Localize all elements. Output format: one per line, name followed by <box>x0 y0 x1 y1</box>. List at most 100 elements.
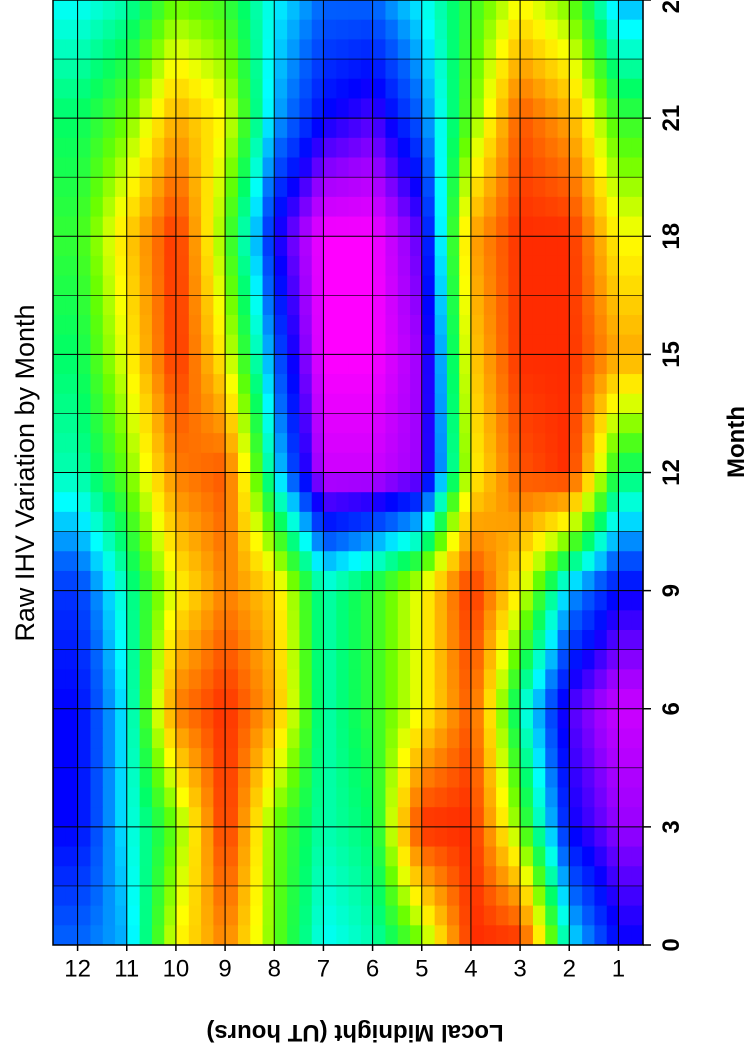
heatmap-cell <box>175 609 189 630</box>
heatmap-cell <box>114 255 128 276</box>
heatmap-cell <box>114 727 128 749</box>
heatmap-cell <box>520 156 533 178</box>
heatmap-cell <box>311 845 325 867</box>
heatmap-cell <box>335 275 349 296</box>
heatmap-cell <box>151 196 165 217</box>
heatmap-cell <box>77 452 91 473</box>
heatmap-cell <box>151 78 165 99</box>
heatmap-cell <box>237 570 251 591</box>
heatmap-cell <box>175 393 189 414</box>
heatmap-cell <box>53 609 66 630</box>
heatmap-cell <box>544 865 558 886</box>
heatmap-cell <box>593 58 607 79</box>
heatmap-cell <box>360 97 374 119</box>
heatmap-cell <box>372 885 386 906</box>
heatmap-cell <box>274 58 288 79</box>
heatmap-cell <box>630 649 644 670</box>
heatmap-cell <box>175 58 189 79</box>
heatmap-cell <box>323 511 337 532</box>
heatmap-cell <box>323 649 337 670</box>
heatmap-cell <box>286 215 300 237</box>
heatmap-cell <box>532 97 546 119</box>
heatmap-cell <box>520 432 533 453</box>
heatmap-cell <box>188 826 202 847</box>
heatmap-cell <box>532 885 546 906</box>
heatmap-cell <box>593 196 607 217</box>
heatmap-cell <box>544 314 558 335</box>
heatmap-cell <box>335 865 349 886</box>
heatmap-cell <box>520 491 533 512</box>
heatmap-cell <box>323 78 337 99</box>
heatmap-cell <box>434 235 447 256</box>
heatmap-cell <box>311 334 325 355</box>
heatmap-cell <box>581 767 595 788</box>
heatmap-cell <box>630 727 644 749</box>
heatmap-cell <box>89 38 103 60</box>
heatmap-cell <box>606 294 620 315</box>
heatmap-cell <box>175 649 189 670</box>
heatmap-cell <box>507 275 521 296</box>
heatmap-cell <box>581 924 595 945</box>
heatmap-cell <box>225 19 238 40</box>
heatmap-cell <box>151 865 165 886</box>
heatmap-cell <box>630 78 644 99</box>
heatmap-cell <box>446 688 460 709</box>
heatmap-cell <box>348 373 361 394</box>
heatmap-cell <box>298 58 312 79</box>
heatmap-cell <box>544 452 558 473</box>
heatmap-cell <box>53 826 66 847</box>
heatmap-cell <box>532 708 546 729</box>
heatmap-cell <box>225 530 238 552</box>
heatmap-cell <box>212 471 226 493</box>
heatmap-cell <box>421 590 435 611</box>
heatmap-cell <box>225 708 238 729</box>
heatmap-cell <box>520 905 533 926</box>
heatmap-cell <box>225 924 238 945</box>
heatmap-cell <box>212 58 226 79</box>
heatmap-cell <box>65 294 79 315</box>
heatmap-cell <box>77 767 91 788</box>
heatmap-cell <box>520 373 533 394</box>
heatmap-cell <box>249 275 263 296</box>
heatmap-cell <box>53 649 66 670</box>
heatmap-cell <box>581 905 595 926</box>
heatmap-cell <box>520 767 533 788</box>
heatmap-cell <box>298 393 312 414</box>
heatmap-cell <box>360 924 374 945</box>
heatmap-cell <box>348 609 361 630</box>
heatmap-cell <box>348 767 361 788</box>
heatmap-cell <box>421 294 435 315</box>
heatmap-cell <box>409 235 423 256</box>
heatmap-cell <box>335 530 349 552</box>
heatmap-cell <box>630 668 644 690</box>
heatmap-cell <box>348 806 361 827</box>
heatmap-cell <box>434 58 447 79</box>
heatmap-cell <box>409 491 423 512</box>
heatmap-cell <box>200 432 214 453</box>
heatmap-cell <box>520 353 533 375</box>
heatmap-cell <box>495 156 509 178</box>
heatmap-cell <box>188 78 202 99</box>
heatmap-cell <box>520 275 533 296</box>
heatmap-cell <box>65 806 79 827</box>
heatmap-cell <box>569 412 583 434</box>
heatmap-cell <box>335 845 349 867</box>
heatmap-cell <box>458 373 472 394</box>
heatmap-cell <box>102 491 116 512</box>
heatmap-cell <box>323 491 337 512</box>
heatmap-cell <box>593 373 607 394</box>
heatmap-cell <box>434 412 447 434</box>
heatmap-cell <box>348 550 361 571</box>
heatmap-cell <box>384 550 398 571</box>
heatmap-cell <box>151 727 165 749</box>
heatmap-cell <box>298 530 312 552</box>
heatmap-cell <box>556 767 570 788</box>
heatmap-cell <box>212 727 226 749</box>
heatmap-cell <box>397 688 411 709</box>
heatmap-cell <box>495 885 509 906</box>
heatmap-cell <box>606 767 620 788</box>
heatmap-cell <box>261 747 275 768</box>
heatmap-cell <box>470 708 484 729</box>
heatmap-cell <box>409 137 423 158</box>
